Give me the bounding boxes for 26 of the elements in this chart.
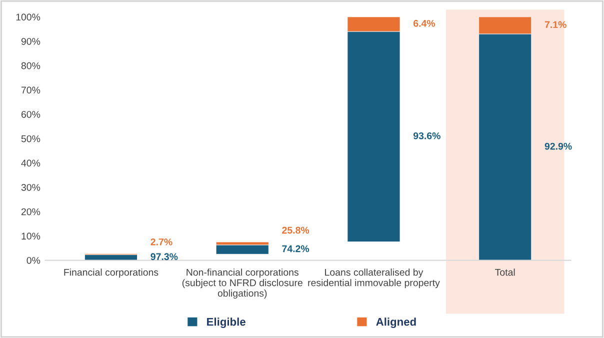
bar (216, 244, 269, 254)
annotation: 6.4% (413, 20, 436, 27)
annotation: 92.9% (544, 142, 572, 150)
x-tick-label: Non-financial corporations (subject to NFRD disclosure obligations) (182, 268, 302, 299)
y-tick-label: 70% (21, 86, 40, 94)
x-tick-label: Total (495, 268, 515, 276)
y-tick-label: 100% (16, 14, 40, 21)
y-tick-label: 30% (21, 184, 40, 191)
legend-label: Aligned (376, 318, 416, 328)
y-tick-label: 50% (21, 135, 40, 142)
legend-label: Eligible (207, 318, 246, 328)
annotation: 74.2% (282, 245, 310, 252)
y-tick-label: 80% (21, 62, 40, 70)
y-tick-label: 0% (26, 256, 40, 264)
y-tick-label: 90% (21, 38, 40, 45)
annotation: 2.7% (150, 238, 172, 246)
annotation: 97.3% (150, 253, 178, 260)
x-tick-label: Financial corporations (64, 268, 158, 278)
y-tick-label: 60% (21, 110, 40, 118)
y-tick-label: 40% (21, 160, 40, 167)
annotation: 7.1% (544, 21, 566, 28)
y-tick-label: 10% (22, 232, 40, 240)
annotation: 93.6% (413, 132, 440, 140)
x-tick-label: Loans collateralised by residential immovable property (308, 268, 440, 288)
y-tick-label: 20% (21, 208, 40, 216)
annotation: 25.8% (282, 226, 310, 234)
